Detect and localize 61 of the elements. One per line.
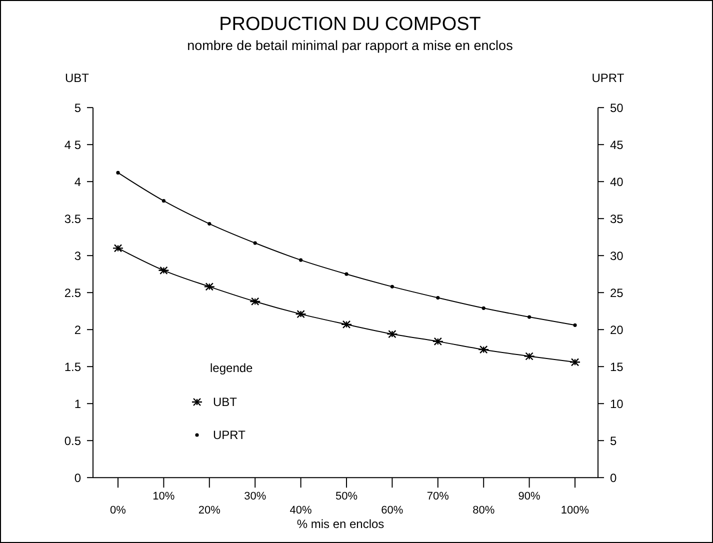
point [299,258,303,262]
x-tick-label: 100% [560,504,590,517]
point [524,352,535,360]
point [344,272,348,276]
legend-title: legende [210,361,254,375]
point [340,320,352,329]
point [253,241,257,245]
point [158,266,170,274]
x-tick-label: 80% [472,504,495,517]
y2-axis-title: UPRT [592,71,625,85]
legend-label: UPRT [213,428,246,442]
y2-tick-label: 10 [610,396,624,411]
y-tick-label: 2 [74,322,82,337]
x-tick-label: 30% [244,490,266,503]
point [482,306,486,310]
y2-tick-label: 0 [610,470,617,485]
point [436,296,440,300]
y-tick-label: 4 5 [64,138,82,152]
y2-tick-label: 50 [610,100,624,115]
chart-title: PRODUCTION DU COMPOST [219,14,482,35]
y-tick-label: 0.5 [64,434,82,448]
point [573,323,577,327]
chart-subtitle: nombre de betail minimal par rapport a mise en enclos [187,38,514,53]
point [208,222,212,226]
y-tick-label: 1.5 [64,360,82,374]
legend-label: UBT [213,395,238,410]
point [250,297,261,306]
y-tick-label: 0 [74,470,82,485]
x-tick-label: 20% [198,504,221,517]
x-axis-title: % mis en enclos [296,517,384,531]
y2-tick-label: 25 [610,286,624,300]
y2-tick-label: 35 [610,212,624,226]
point [204,282,215,291]
point [390,284,394,288]
y2-tick-label: 30 [610,248,624,263]
y-tick-label: 2.5 [64,286,82,300]
y2-tick-label: 15 [610,360,624,374]
point [432,337,444,346]
y-axis-title: UBT [65,71,90,85]
x-tick-label: 50% [335,490,358,503]
point [528,315,532,319]
y-tick-label: 5 [74,100,82,115]
point [162,199,166,203]
x-tick-label: 90% [518,490,541,503]
point [295,310,306,318]
point [386,330,398,338]
y-tick-label: 1 [74,396,82,411]
point [478,345,490,354]
point [116,170,120,175]
x-tick-label: 0% [110,504,126,517]
y2-tick-label: 40 [610,174,624,189]
y-tick-label: 4 [74,174,82,189]
y2-tick-label: 20 [610,322,624,337]
y2-tick-label: 45 [610,138,624,152]
y-tick-label: 3 [74,248,82,263]
y-tick-label: 3.5 [64,212,82,226]
x-tick-label: 60% [381,504,404,517]
y2-tick-label: 5 [610,434,617,448]
x-tick-label: 70% [426,490,450,503]
x-tick-label: 10% [152,490,175,503]
x-tick-label: 40% [290,504,312,517]
